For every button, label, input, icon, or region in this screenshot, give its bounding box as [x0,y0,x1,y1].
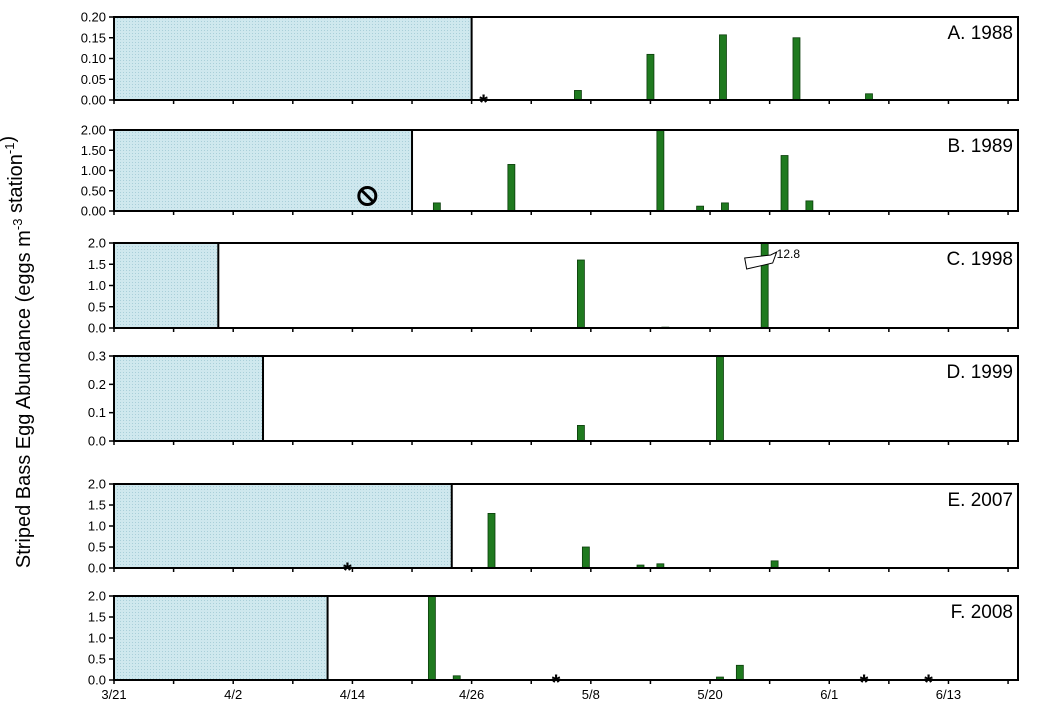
panel-frame [113,242,1019,329]
callout-arrow [744,250,778,270]
asterisk-marker: * [860,670,869,695]
y-tick-label: 1.50 [81,143,106,158]
bar [721,202,729,212]
panel-label: B. 1989 [948,136,1014,157]
shaded-period [113,16,473,101]
asterisk-marker: * [343,558,352,583]
panel-frame [113,595,1019,681]
x-tick-label: 5/20 [697,687,722,702]
y-tick-label: 2.0 [88,589,106,604]
bar [574,90,582,101]
bar [719,34,727,101]
bar [716,355,724,442]
y-axis-label: Striped Bass Egg Abundance (eggs m-3 sta… [0,136,35,568]
x-tick-label: 6/1 [820,687,838,702]
y-tick-label: 1.5 [88,257,106,272]
x-tick-label: 5/8 [582,687,600,702]
y-tick-label: 1.0 [88,631,106,646]
y-tick-label: 0.5 [88,652,106,667]
y-tick-label: 0.0 [88,561,106,576]
y-tick-label: 2.0 [88,477,106,492]
y-tick-label: 0.00 [81,93,106,108]
panel-label: E. 2007 [948,490,1014,511]
y-axis-label-part: ) [0,136,19,143]
bar [577,259,585,329]
bar [577,425,585,442]
y-axis-label-part: Striped Bass Egg Abundance (eggs m [13,230,35,568]
asterisk-marker: * [479,90,488,115]
y-tick-label: 0.5 [88,299,106,314]
panel-4: 0.0 0.1 0.2 0.3 D. 1999 [88,349,1019,449]
y-tick-label: 1.0 [88,278,106,293]
shaded-period [113,242,220,329]
y-tick-label: 1.5 [88,498,106,513]
shaded-period [113,595,329,681]
y-tick-label: 2.00 [81,123,106,138]
panel-label: A. 1988 [948,23,1014,44]
panel-label: F. 2008 [951,602,1013,623]
y-axis-label-superscript: -1 [2,143,17,155]
x-tick-label: 4/14 [340,687,365,702]
panel-2: 0.00 0.50 1.00 1.50 2.00 B. 1989 [81,123,1019,219]
bar [780,155,789,212]
x-tick-label: 6/13 [936,687,961,702]
bar [770,560,779,569]
y-tick-label: 0.50 [81,183,106,198]
panel-1: 0.00 0.05 0.10 0.15 0.20 * A. 1988 [81,10,1019,115]
panel-3: 0.0 0.5 1.0 1.5 2.0 12.8 C. 1998 [88,236,1019,336]
y-tick-label: 0.0 [88,673,106,688]
bar [805,200,814,212]
shaded-period [113,129,414,212]
y-tick-label: 1.0 [88,519,106,534]
shaded-period [113,355,265,442]
asterisk-marker: * [924,670,933,695]
y-tick-label: 0.05 [81,72,106,87]
y-tick-label: 0.10 [81,51,106,66]
panel-frame [113,355,1019,442]
y-tick-label: 0.3 [88,349,106,364]
y-tick-label: 0.20 [81,10,106,25]
y-tick-label: 0.1 [88,405,106,420]
panel-frame [113,129,1019,212]
bar [656,129,665,212]
y-tick-label: 1.5 [88,610,106,625]
bar [507,164,516,212]
x-tick-label: 4/2 [224,687,242,702]
no-sign-icon [357,186,378,206]
callout-label: 12.8 [777,247,801,261]
y-axis-label-part: station [5,154,27,218]
no-sign-slash [360,189,374,203]
y-tick-label: 2.0 [88,236,106,251]
panel-6: 0.0 0.5 1.0 1.5 2.0 * * * F. 2008 [88,589,1019,695]
x-tick-label: 3/21 [101,687,126,702]
y-tick-label: 0.00 [81,204,106,219]
y-tick-label: 0.5 [88,540,106,555]
y-tick-label: 0.2 [88,377,106,392]
panel-label: D. 1999 [946,362,1013,383]
bar [581,546,590,569]
bar [432,202,441,212]
panel-frame [113,16,1019,101]
y-axis-label-superscript: -3 [10,219,25,231]
bar [735,664,744,681]
y-tick-label: 0.0 [88,321,106,336]
bar [487,513,496,569]
y-tick-label: 0.0 [88,434,106,449]
asterisk-marker: * [552,670,561,695]
bar [646,53,655,101]
x-tick-label: 4/26 [459,687,484,702]
panel-label: C. 1998 [946,249,1013,270]
bar [427,595,436,681]
panel-5: 0.0 0.5 1.0 1.5 2.0 * E. 2007 [88,477,1019,583]
y-tick-label: 0.15 [81,30,106,45]
bar [792,37,801,101]
panel-frame [113,483,1019,569]
shaded-period [113,483,453,569]
y-tick-label: 1.00 [81,163,106,178]
